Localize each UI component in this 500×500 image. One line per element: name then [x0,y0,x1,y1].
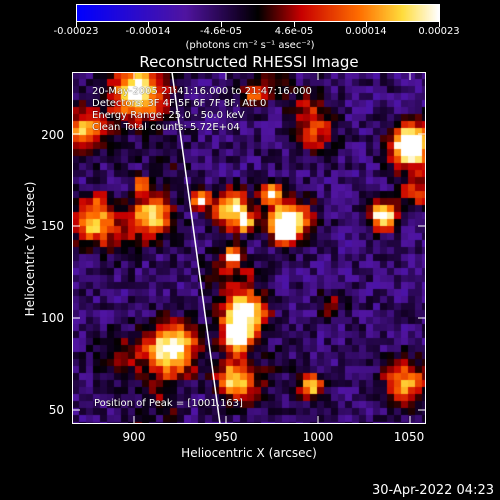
clean-counts-text: Clean Total counts: 5.72E+04 [92,122,240,133]
y-tick-label: 150 [41,219,64,233]
y-axis-label: Heliocentric Y (arcsec) [23,181,37,317]
rhessi-image: 20-May-2005 21:41:16.000 to 21:47:16.000… [72,72,426,424]
limb-line [171,72,221,424]
y-tick-label: 50 [48,403,64,417]
colorbar-tick-label: -0.00023 [53,26,99,37]
timestamp: 30-Apr-2022 04:23 [372,483,494,498]
y-tick-label: 100 [41,311,64,325]
detectors-text: Detectors: 3F 4F 5F 6F 7F 8F, Att 0 [92,98,267,109]
colorbar-tick-label: 4.6e-05 [274,26,314,37]
colorbar-units: (photons cm⁻² s⁻¹ asec⁻²) [185,40,315,51]
peak-position-text: Position of Peak = [1001,163] [94,398,243,409]
colorbar-tick-label: -4.6e-05 [200,26,242,37]
x-axis-label: Heliocentric X (arcsec) [181,446,317,460]
x-tick-label: 950 [214,430,238,444]
x-tick-label: 900 [122,430,146,444]
plot-title: Reconstructed RHESSI Image [139,53,359,71]
colorbar-tick-label: -0.00014 [125,26,171,37]
y-tick-label: 200 [41,128,64,142]
energy-range-text: Energy Range: 25.0 - 50.0 keV [92,110,245,121]
colorbar [76,4,440,22]
time-range-text: 20-May-2005 21:41:16.000 to 21:47:16.000 [92,86,312,97]
x-tick-label: 1050 [393,430,425,444]
colorbar-tick-label: 0.00014 [345,26,387,37]
colorbar-tick-label: 0.00023 [418,26,460,37]
x-tick-label: 1000 [302,430,334,444]
